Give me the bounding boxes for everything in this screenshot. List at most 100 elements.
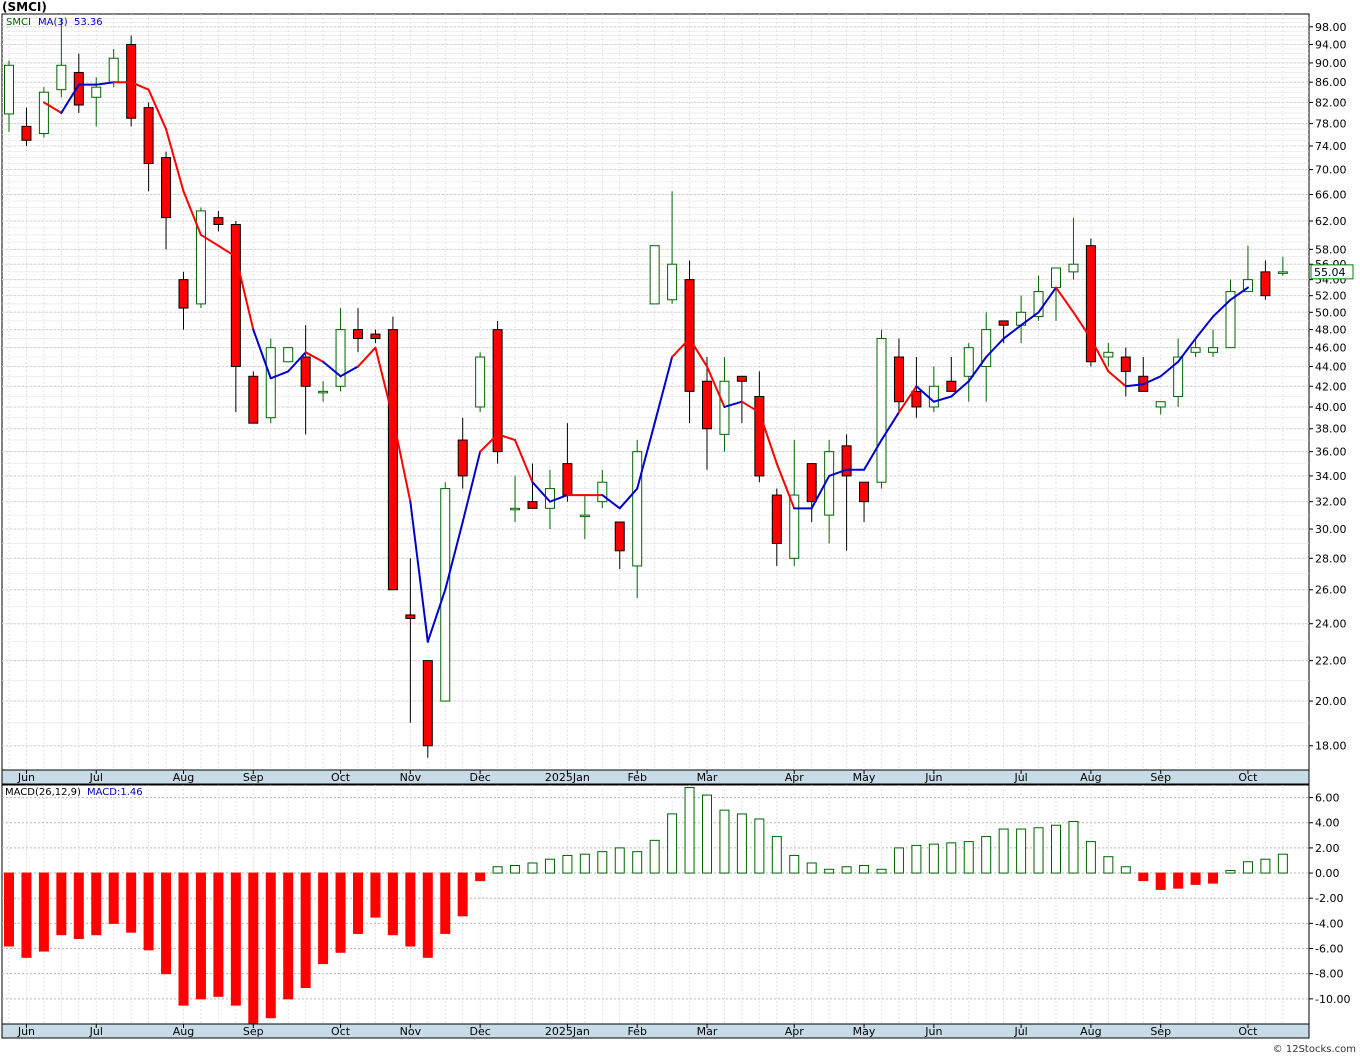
macd-bar xyxy=(1190,872,1201,885)
candle-body xyxy=(998,320,1009,326)
candle-body xyxy=(318,390,329,394)
macd-bar xyxy=(789,854,800,874)
candle xyxy=(213,210,224,232)
price-x-tick-label: Oct xyxy=(1238,771,1258,784)
price-legend: SMCI MA(3) 53.36 xyxy=(6,17,103,28)
chart-title: (SMCI) xyxy=(2,0,47,14)
macd-bar xyxy=(667,813,678,874)
macd-x-tick-label: Sep xyxy=(1150,1025,1171,1038)
candle xyxy=(492,320,503,464)
price-x-axis-strip xyxy=(1,769,1310,785)
candle xyxy=(771,488,782,566)
ma-segment xyxy=(269,370,290,380)
ma-segment xyxy=(1212,298,1232,318)
ma-segment xyxy=(147,88,168,131)
macd-y-tick-label: -10.00 xyxy=(1315,993,1350,1006)
macd-bar xyxy=(1016,828,1027,874)
price-grid xyxy=(2,14,1309,771)
candle xyxy=(597,469,608,509)
candle xyxy=(73,53,84,113)
macd-bar xyxy=(1155,872,1166,890)
candle-body xyxy=(4,64,14,115)
candle-body xyxy=(859,481,870,503)
candle-body xyxy=(492,329,503,453)
candle-body xyxy=(1208,347,1219,353)
candle-body xyxy=(1173,356,1184,397)
price-y-tick-label: 42.00 xyxy=(1315,380,1347,393)
candle xyxy=(1208,329,1219,358)
macd-bar xyxy=(38,872,49,952)
macd-bar xyxy=(876,868,887,874)
ma-segment xyxy=(723,400,743,408)
candle-body xyxy=(440,488,451,702)
macd-x-tick-label: Mar xyxy=(697,1025,718,1038)
macd-bar xyxy=(754,818,765,874)
candle xyxy=(1120,347,1131,397)
macd-bar xyxy=(108,872,119,924)
candle-body xyxy=(876,338,887,483)
ma-segment xyxy=(985,337,1005,359)
macd-bar xyxy=(1085,841,1096,874)
candle xyxy=(806,463,817,523)
macd-bar xyxy=(510,865,521,874)
ma-segment xyxy=(1107,370,1127,388)
ma-segment xyxy=(897,385,918,414)
macd-y-tick-label: -4.00 xyxy=(1315,917,1343,930)
macd-bar xyxy=(1173,872,1184,889)
last-price-tag-box xyxy=(1310,264,1354,280)
macd-y-tick-label: 0.00 xyxy=(1315,867,1340,880)
macd-legend: MACD(26,12,9) MACD:1.46 xyxy=(5,787,143,798)
price-y-axis: 18.00 20.00 22.00 24.00 26.00 28.00 30.00 32.00… xyxy=(1309,21,1347,753)
price-y-tick-label: 18.00 xyxy=(1315,740,1347,753)
ma-segment xyxy=(915,385,935,403)
macd-bar xyxy=(248,872,259,1025)
macd-x-axis-strip xyxy=(1,1023,1310,1039)
price-y-tick-label: 38.00 xyxy=(1315,423,1347,436)
candle xyxy=(667,191,678,304)
candle xyxy=(614,521,625,570)
candle-body xyxy=(684,279,695,392)
ma-segment xyxy=(287,351,307,373)
ma-segment xyxy=(130,81,150,91)
macd-bar xyxy=(579,853,590,874)
candle xyxy=(946,357,957,392)
candle xyxy=(1277,256,1288,276)
candle-body xyxy=(579,514,590,518)
macd-bar xyxy=(1103,856,1114,874)
macd-bar xyxy=(1033,827,1044,874)
price-y-tick-label: 32.00 xyxy=(1315,496,1347,509)
candle-body xyxy=(510,507,521,511)
macd-bar xyxy=(195,872,206,1000)
candle-body xyxy=(754,395,765,477)
candle-body xyxy=(143,107,154,165)
macd-bar xyxy=(946,842,957,874)
candle-body xyxy=(736,375,747,382)
candle xyxy=(475,352,486,413)
price-y-tick-label: 78.00 xyxy=(1315,118,1347,131)
ma-segment xyxy=(234,255,255,331)
candle xyxy=(195,207,206,309)
candle xyxy=(387,316,398,591)
price-x-tick-label: Jun xyxy=(924,771,942,784)
macd-bar xyxy=(963,841,974,874)
macd-bar xyxy=(702,794,712,874)
macd-bar xyxy=(893,847,904,874)
candle-body xyxy=(928,385,939,408)
ma-segment xyxy=(932,395,953,403)
macd-panel: 6.00 4.00 2.00 0.00 -2.00 -4.00 -6.00 -8.00 -10.… xyxy=(1,784,1350,1039)
macd-bar xyxy=(318,872,329,965)
macd-bar xyxy=(614,847,625,874)
ma-segment xyxy=(514,439,534,484)
ma-segment xyxy=(304,351,325,363)
candle-body xyxy=(632,451,643,567)
macd-bar xyxy=(1260,858,1271,874)
candle xyxy=(230,221,241,413)
price-x-tick-label: Aug xyxy=(173,771,194,784)
macd-bar xyxy=(492,866,503,874)
macd-bar xyxy=(283,872,294,1000)
candle-body xyxy=(771,494,782,544)
macd-bar xyxy=(684,787,695,874)
ma-segment xyxy=(339,365,359,378)
candle xyxy=(300,325,311,435)
candle xyxy=(143,102,154,192)
